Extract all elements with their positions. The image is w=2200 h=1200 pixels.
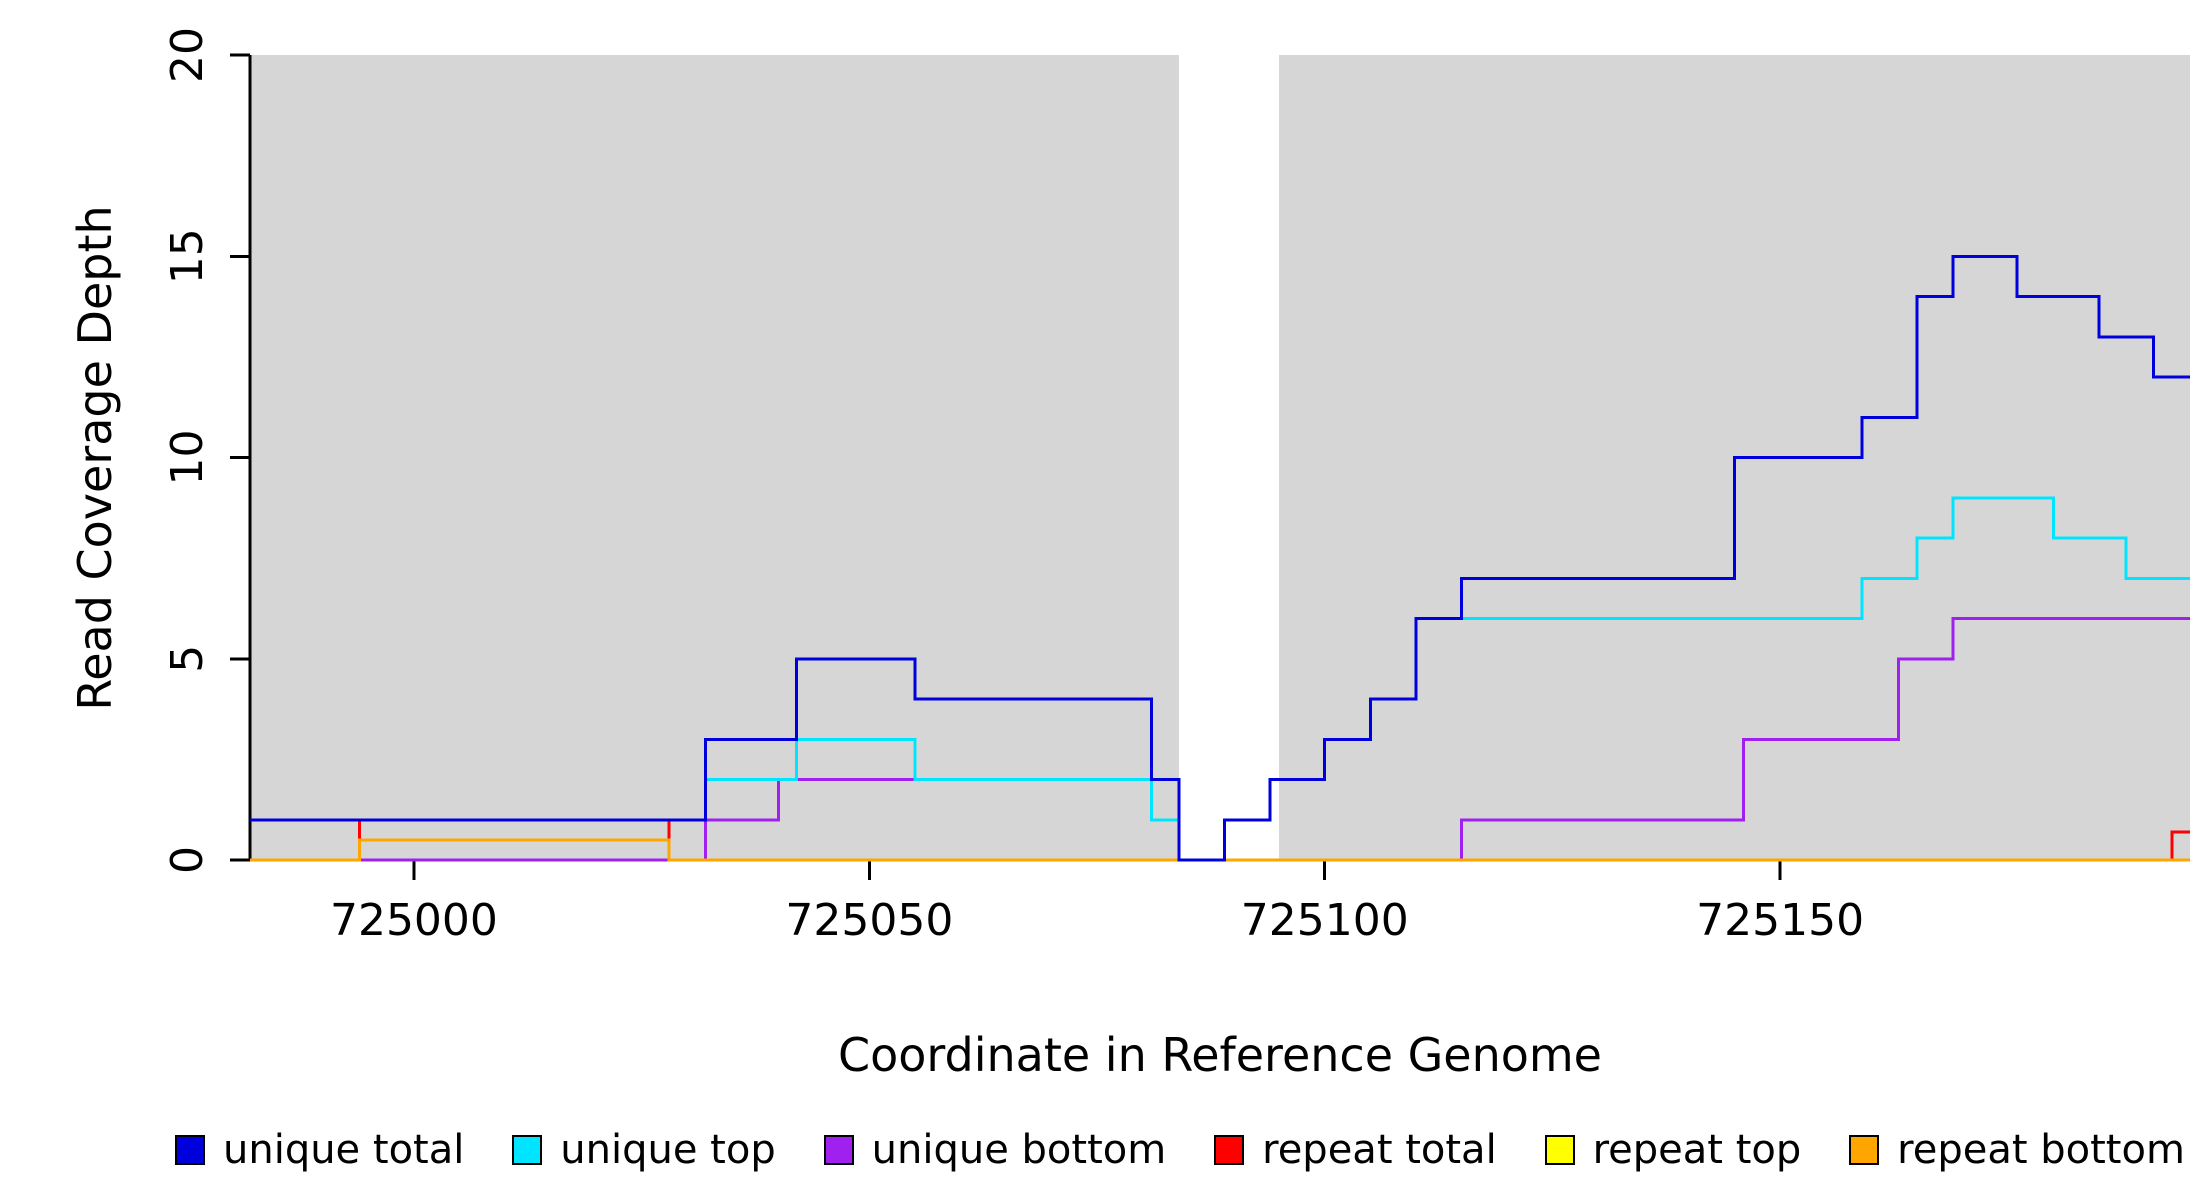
series-repeat-bottom bbox=[250, 838, 2190, 862]
y-axis-label: Read Coverage Depth bbox=[68, 205, 122, 711]
x-tick-label: 725100 bbox=[1241, 895, 1409, 946]
legend-swatch-unique-bottom bbox=[823, 1135, 854, 1165]
y-tick-label: 0 bbox=[162, 846, 213, 874]
legend-swatch-unique-top bbox=[512, 1135, 543, 1165]
y-tick-label: 15 bbox=[162, 228, 213, 284]
legend-item-unique-top: unique top bbox=[512, 1127, 776, 1173]
shaded-region bbox=[250, 55, 1180, 860]
x-axis-label: Coordinate in Reference Genome bbox=[838, 1028, 1602, 1082]
x-tick-label: 725050 bbox=[785, 895, 953, 946]
legend-swatch-repeat-bottom bbox=[1849, 1135, 1880, 1165]
y-tick-label: 10 bbox=[162, 430, 213, 486]
legend-item-repeat-top: repeat top bbox=[1544, 1127, 1802, 1173]
legend-item-unique-total: unique total bbox=[175, 1127, 464, 1173]
legend-label: unique bottom bbox=[871, 1127, 1167, 1173]
legend-label: repeat bottom bbox=[1897, 1127, 2185, 1173]
legend-item-repeat-bottom: repeat bottom bbox=[1849, 1127, 2185, 1173]
legend-swatch-unique-total bbox=[175, 1135, 205, 1165]
legend-item-repeat-total: repeat total bbox=[1214, 1127, 1497, 1173]
x-tick-label: 725000 bbox=[330, 895, 498, 946]
series-unique-total bbox=[250, 254, 2190, 862]
legend-swatch-repeat-top bbox=[1544, 1135, 1575, 1165]
y-tick-label: 20 bbox=[162, 27, 213, 83]
legend-label: unique total bbox=[223, 1127, 465, 1173]
x-tick-label: 725150 bbox=[1696, 895, 1864, 946]
legend: unique total unique top unique bottom repea… bbox=[175, 1125, 2185, 1175]
y-tick-label: 5 bbox=[162, 645, 213, 673]
legend-label: repeat top bbox=[1592, 1127, 1802, 1173]
legend-label: repeat total bbox=[1262, 1127, 1497, 1173]
legend-label: unique top bbox=[560, 1127, 776, 1173]
legend-item-unique-bottom: unique bottom bbox=[823, 1127, 1167, 1173]
legend-swatch-repeat-total bbox=[1214, 1135, 1245, 1165]
